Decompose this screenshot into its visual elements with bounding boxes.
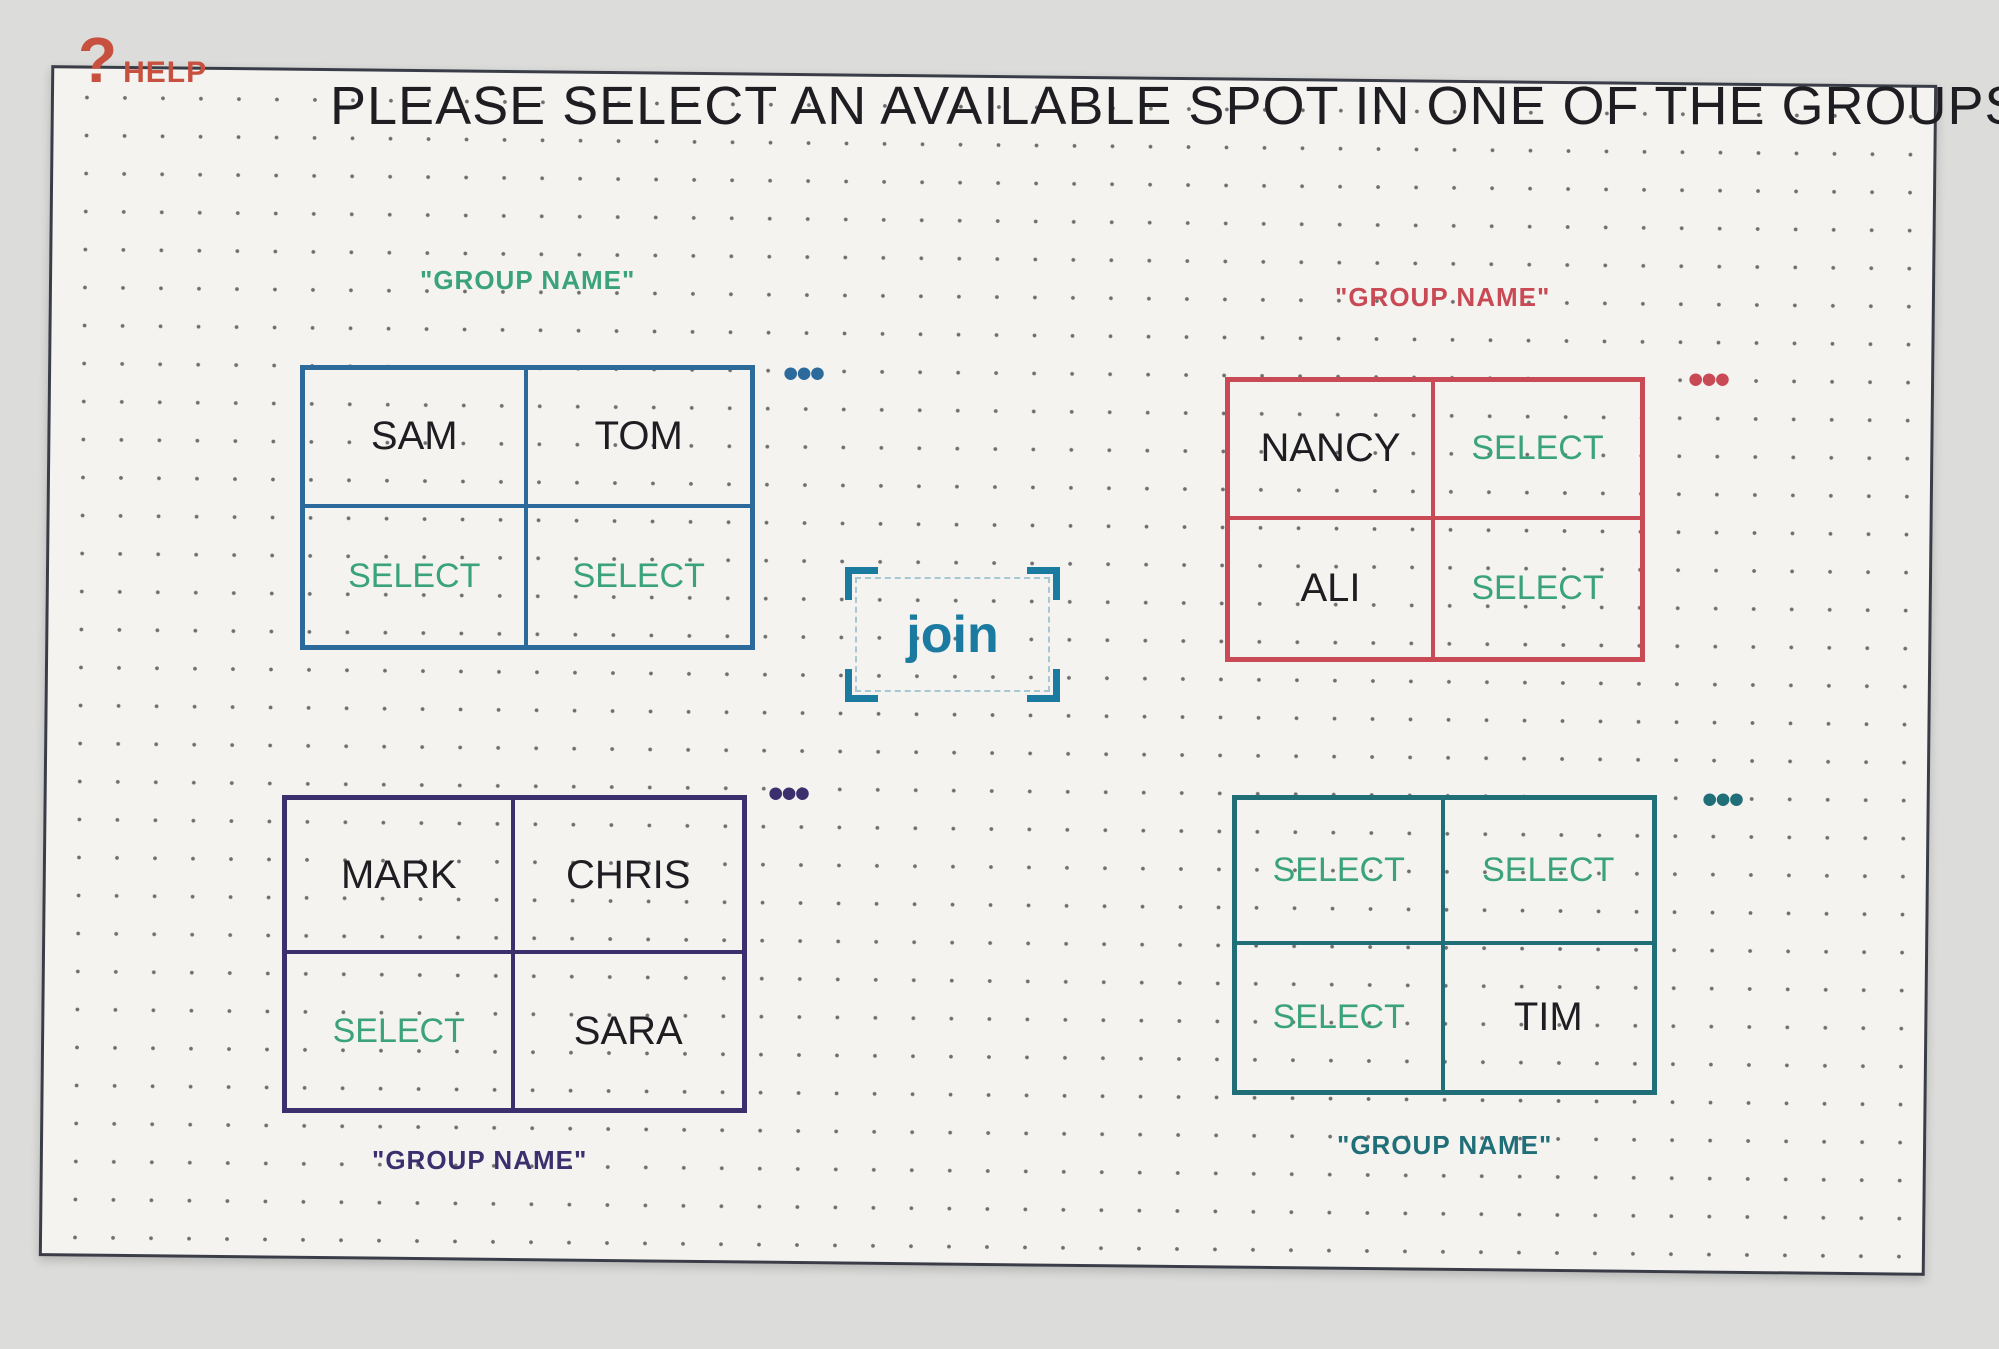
select-slot-button[interactable]: SELECT (572, 556, 705, 595)
member-slot: TIM (1513, 995, 1583, 1039)
corner-bracket-icon (845, 669, 878, 702)
help-link[interactable]: ? HELP (78, 28, 207, 92)
select-slot-button[interactable]: SELECT (1237, 945, 1445, 1090)
member-slot: SARA (573, 1008, 683, 1053)
corner-bracket-icon (1027, 567, 1060, 600)
select-slot-button[interactable]: SELECT (1435, 382, 1640, 520)
more-options-icon[interactable]: ••• (1688, 355, 1730, 404)
group-grid: SELECT SELECT SELECT TIM (1232, 795, 1657, 1095)
join-frame (855, 577, 1050, 692)
select-slot-button[interactable]: SELECT (1237, 800, 1445, 945)
join-button[interactable]: join (845, 567, 1060, 702)
select-slot-button[interactable]: SELECT (305, 507, 528, 645)
corner-bracket-icon (1027, 669, 1060, 702)
group-top-right: "GROUP NAME" NANCY SELECT ALI SELECT (1225, 282, 1665, 667)
member-slot: CHRIS (514, 800, 742, 954)
group-bottom-right: SELECT SELECT SELECT TIM "GROUP NAME" (1232, 795, 1672, 1190)
member-slot: NANCY (1230, 382, 1435, 520)
select-slot-button[interactable]: SELECT (287, 954, 515, 1108)
member-slot: ALI (1230, 519, 1435, 657)
group-name: "GROUP NAME" (420, 265, 636, 295)
more-options-icon[interactable]: ••• (783, 349, 825, 398)
group-name: "GROUP NAME" (1335, 282, 1551, 312)
corner-bracket-icon (845, 567, 878, 600)
member-slot: TOM (527, 370, 750, 508)
page-title: PLEASE SELECT AN AVAILABLE SPOT IN ONE O… (330, 76, 1999, 136)
group-grid: NANCY SELECT ALI SELECT (1225, 377, 1645, 662)
group-name: "GROUP NAME" (1337, 1130, 1553, 1160)
member-slot: MARK (287, 800, 515, 954)
join-label: join (906, 605, 999, 664)
more-options-icon[interactable]: ••• (768, 769, 810, 818)
more-options-icon[interactable]: ••• (1702, 775, 1744, 824)
select-slot-button[interactable]: SELECT (1471, 568, 1604, 607)
group-top-left: "GROUP NAME" SAM TOM SELECT SELECT (300, 265, 760, 655)
question-mark-icon: ? (78, 24, 118, 96)
group-grid: MARK CHRIS SELECT SARA (282, 795, 747, 1113)
member-slot: SAM (305, 370, 528, 508)
select-slot-button[interactable]: SELECT (1444, 800, 1652, 945)
group-name: "GROUP NAME" (372, 1145, 588, 1175)
help-label: HELP (123, 56, 208, 89)
group-bottom-left: MARK CHRIS SELECT SARA "GROUP NAME" (282, 795, 752, 1195)
group-grid: SAM TOM SELECT SELECT (300, 365, 755, 650)
